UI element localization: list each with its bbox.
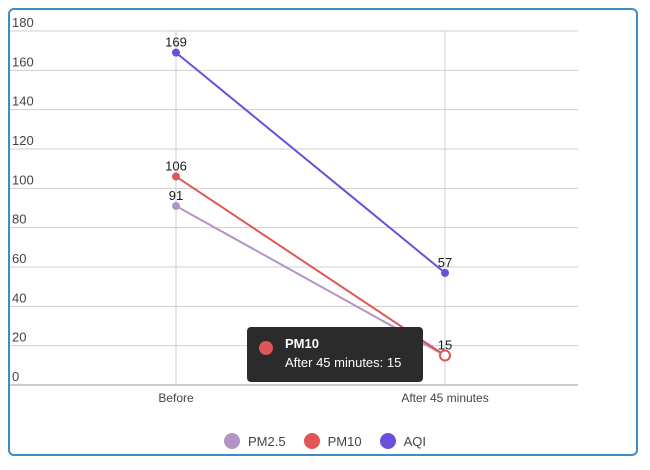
legend-label: PM2.5 [248,433,286,449]
chart-legend: PM2.5 PM10 AQI [0,430,650,452]
data-point-highlighted [439,349,451,362]
legend-swatch [303,433,320,449]
y-tick-label: 20 [12,330,26,345]
y-tick-label: 180 [12,15,34,30]
data-point [172,48,180,57]
data-label: 91 [169,188,183,203]
tooltip-color-dot [259,341,273,355]
tooltip-title: PM10 [285,336,319,351]
data-point [172,172,180,181]
data-label: 15 [438,338,452,353]
x-tick-label: Before [158,391,194,405]
y-tick-label: 120 [12,133,34,148]
y-tick-label: 0 [12,369,19,384]
series-line-pm10 [175,175,446,357]
y-tick-label: 140 [12,94,34,109]
legend-label: AQI [403,433,426,449]
data-point [172,202,180,211]
legend-item[interactable]: PM10 [303,433,362,449]
y-tick-label: 160 [12,54,34,69]
legend-item[interactable]: PM2.5 [224,433,286,449]
data-tooltip: PM10 After 45 minutes: 15 [247,327,423,382]
data-point [441,268,449,277]
legend-swatch [224,433,241,449]
data-label: 106 [165,159,187,174]
x-tick-label: After 45 minutes [401,391,488,405]
tooltip-body: After 45 minutes: 15 [285,355,402,370]
y-tick-label: 60 [12,251,26,266]
y-tick-label: 80 [12,212,26,227]
y-tick-label: 40 [12,290,26,305]
series-line-aqi [175,51,446,274]
data-label: 169 [165,35,187,50]
legend-swatch [379,433,396,449]
legend-item[interactable]: AQI [379,433,426,449]
legend-label: PM10 [327,433,362,449]
data-label: 57 [438,255,452,270]
y-tick-label: 100 [12,172,34,187]
